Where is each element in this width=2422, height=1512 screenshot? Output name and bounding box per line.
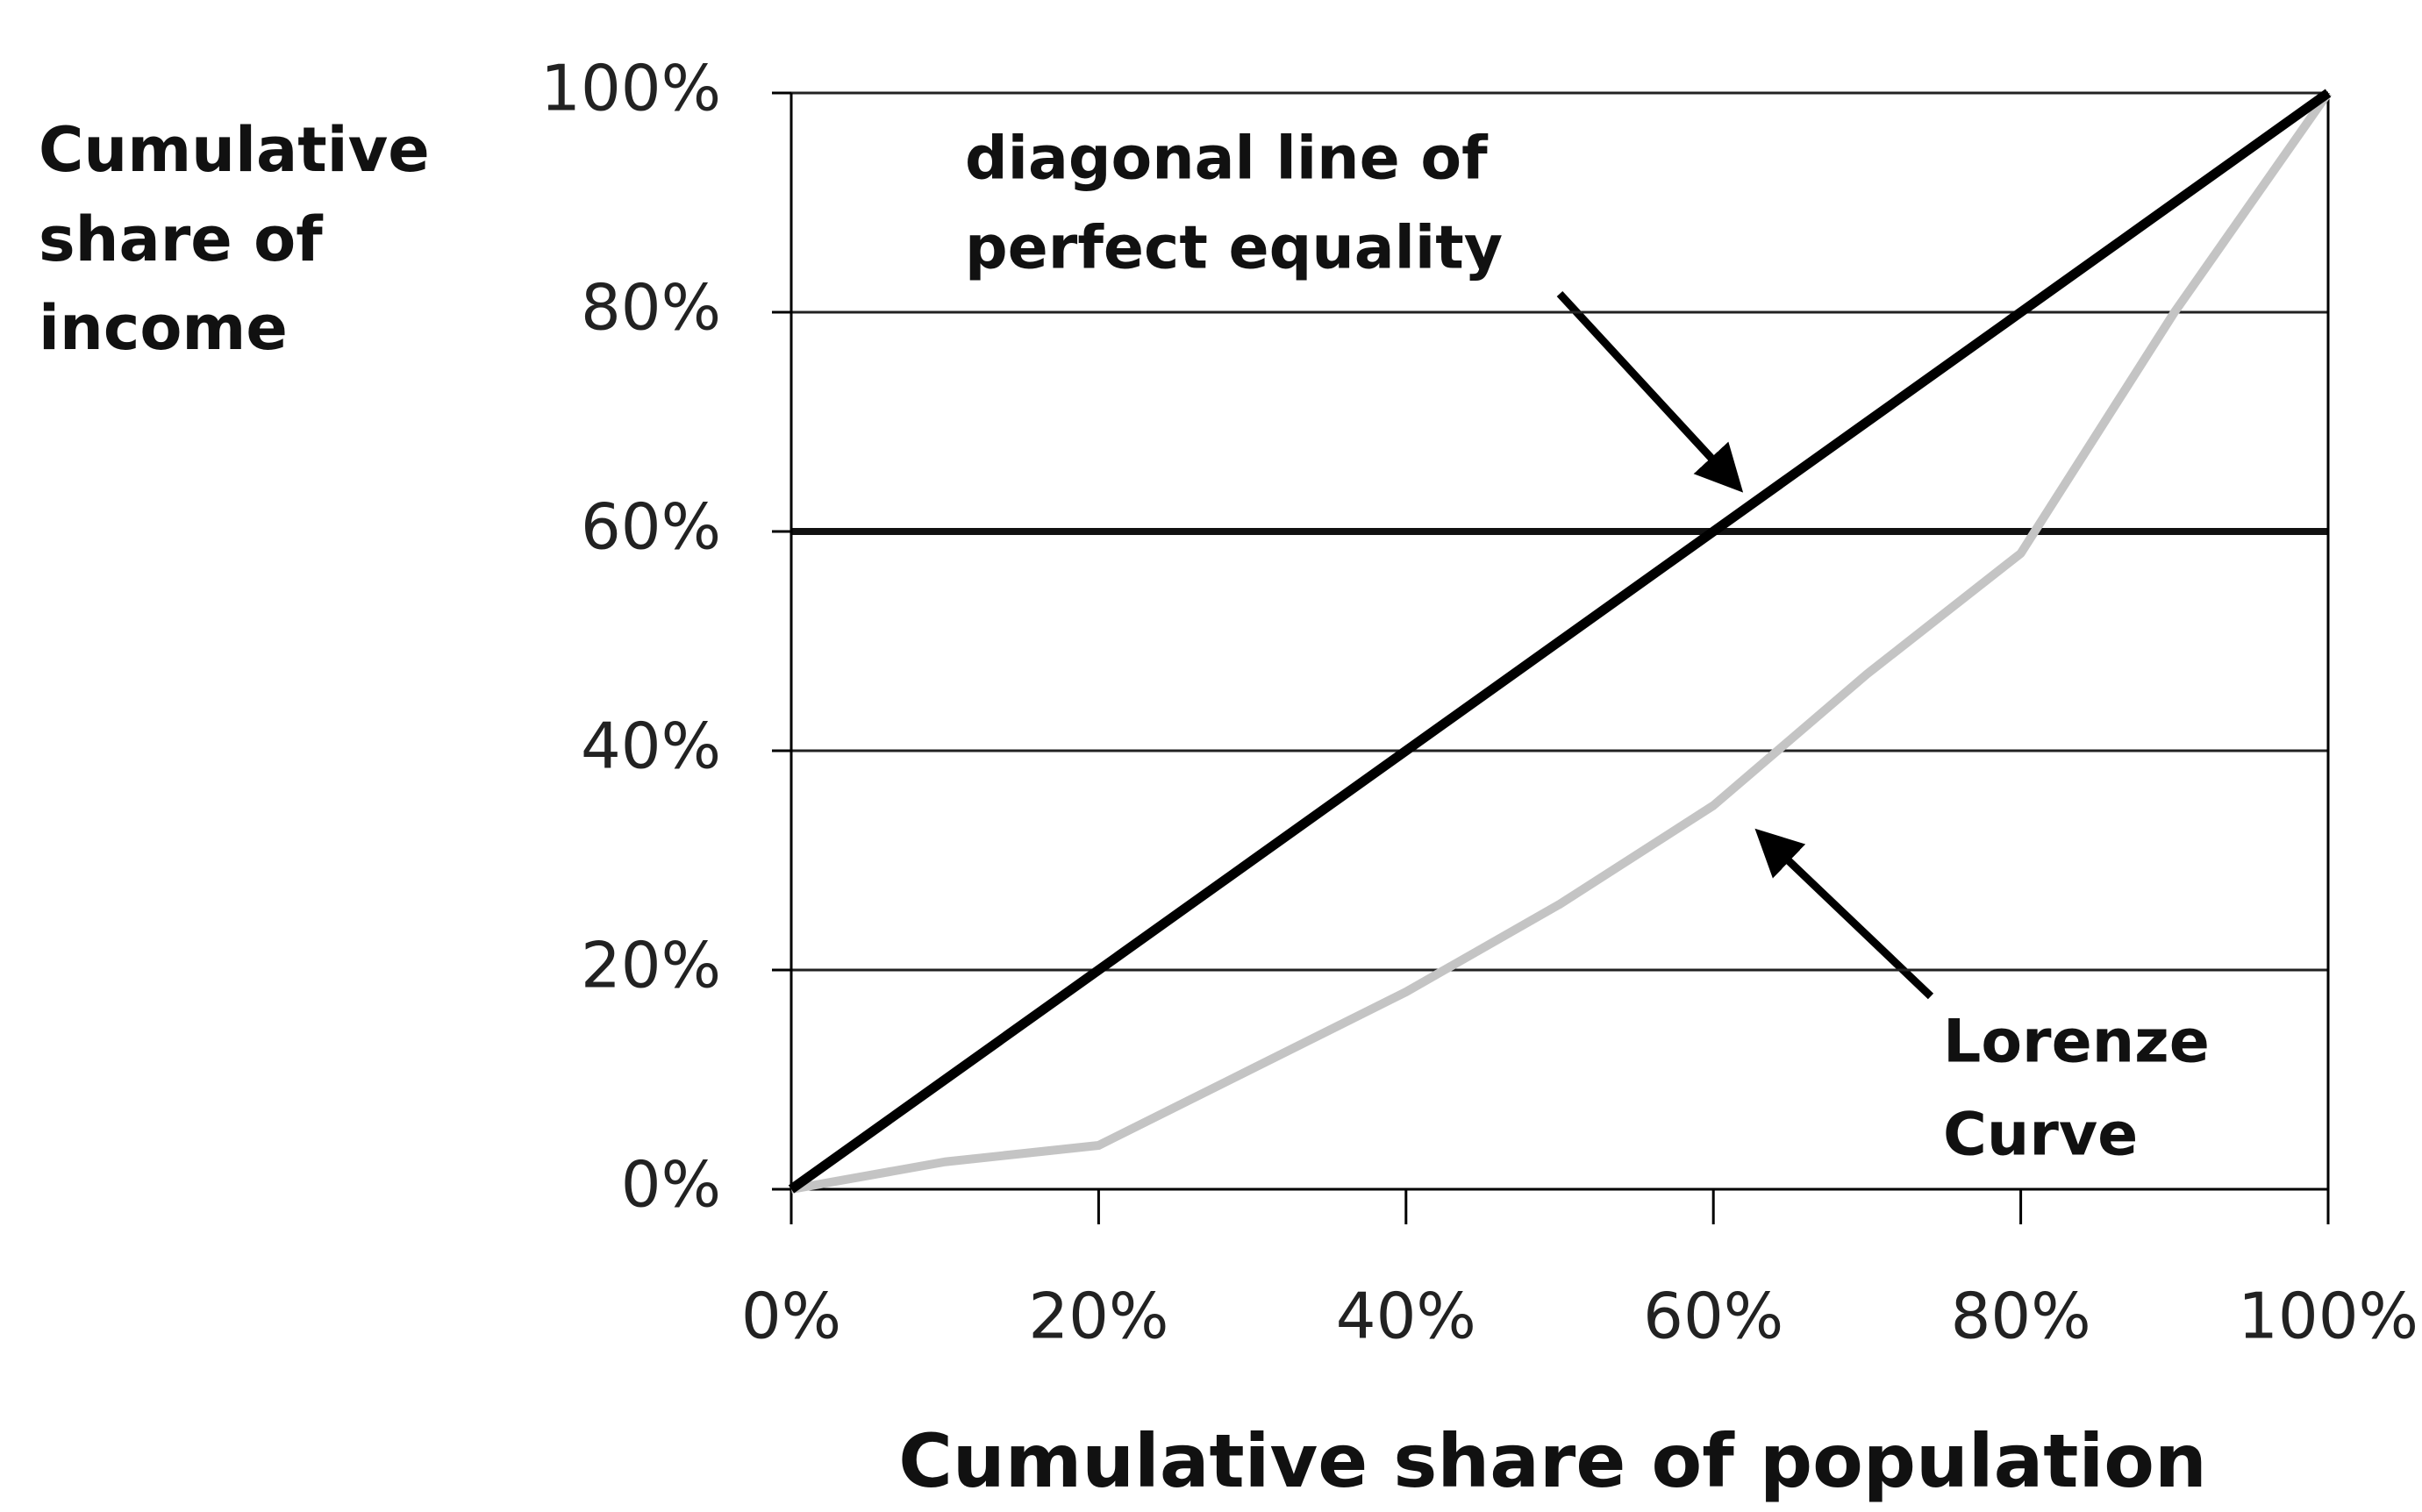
annotation: diagonal line of [965,125,1489,194]
y-axis-label: share of [39,203,324,275]
y-tick-label: 60% [581,490,721,564]
x-tick-label: 0% [741,1280,841,1353]
series-line [790,90,2333,1194]
y-tick-label: 0% [621,1148,721,1222]
y-tick-label: 100% [540,52,721,125]
y-axis-label: income [39,292,288,364]
x-tick-label: 80% [1951,1280,2091,1353]
x-tick-label: 20% [1028,1280,1168,1353]
y-tick-label: 40% [581,710,721,783]
series-line [788,89,2332,1194]
annotation-arrow [1556,290,1744,493]
y-tick-label: 20% [581,929,721,1002]
y-axis-label: Cumulative [39,114,430,186]
annotation: Curve [1943,1101,2138,1170]
x-tick-label: 100% [2238,1280,2418,1353]
annotation: Lorenze [1943,1008,2210,1077]
y-tick-label: 80% [581,271,721,345]
x-tick-label: 40% [1336,1280,1476,1353]
annotation: perfect equality [965,214,1503,283]
x-tick-label: 60% [1643,1280,1783,1353]
x-axis-label: Cumulative share of population [898,1418,2207,1504]
